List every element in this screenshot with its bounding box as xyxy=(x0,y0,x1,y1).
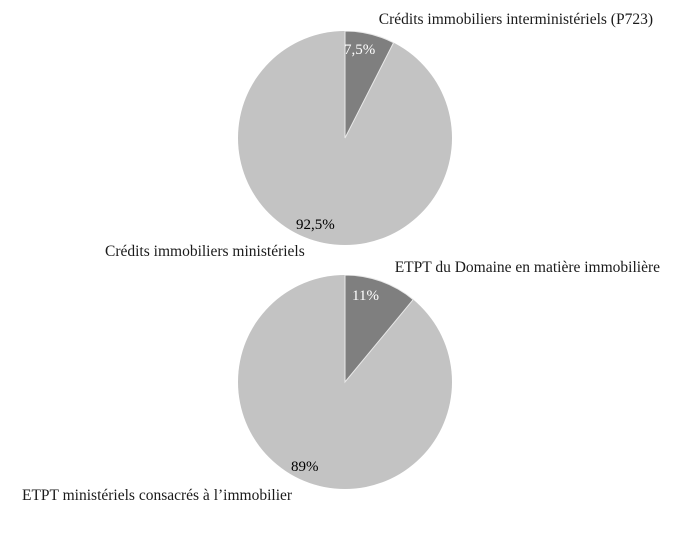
pie-slice-dark xyxy=(344,275,414,384)
slice-label-etpt-domaine: ETPT du Domaine en matière immobilière xyxy=(394,259,660,276)
pie-chart-1 xyxy=(238,31,452,245)
pie-slice-dark xyxy=(344,31,395,139)
slice-label-credits-ministeriels: Crédits immobiliers ministériels xyxy=(105,243,305,260)
slice-value-label: 7,5% xyxy=(344,42,376,58)
slice-value-label: 11% xyxy=(352,288,379,304)
pie-chart-2 xyxy=(238,275,452,489)
slice-value-label: 89% xyxy=(291,459,319,475)
slice-label-credits-interministeriels: Crédits immobiliers interministériels (P… xyxy=(378,11,653,28)
slice-label-etpt-ministeriels: ETPT ministériels consacrés à l’immobili… xyxy=(22,487,293,504)
slice-value-label: 92,5% xyxy=(296,217,335,233)
